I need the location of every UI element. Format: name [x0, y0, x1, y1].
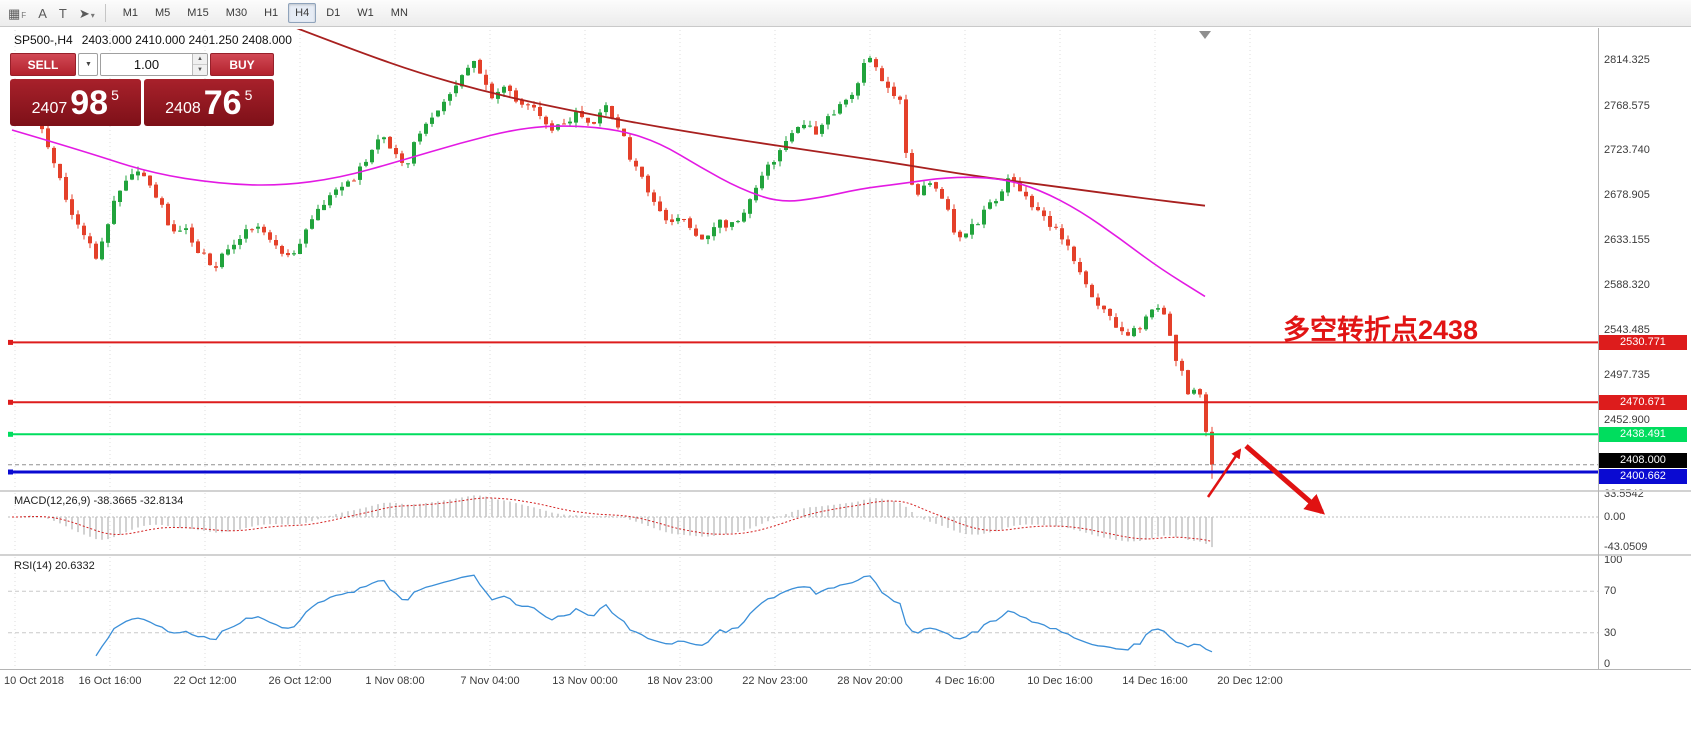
timeframe-button-d1[interactable]: D1 — [319, 3, 347, 23]
sell-price-display[interactable]: 2407 98 5 — [10, 79, 141, 126]
grid-f-icon[interactable]: ▦ F — [8, 5, 27, 21]
rsi-axis-label: 30 — [1604, 627, 1617, 639]
timeframe-button-w1[interactable]: W1 — [350, 3, 381, 23]
price-axis-label: 2543.485 — [1604, 324, 1650, 336]
chart-ohlc-header: SP500-,H4 2403.000 2410.000 2401.250 240… — [14, 33, 292, 47]
one-click-trading-widget: SELL ▼ ▲ ▼ BUY 2407 98 5 2408 76 5 — [10, 53, 274, 126]
date-label: 14 Dec 16:00 — [1122, 675, 1188, 687]
timeframe-button-m5[interactable]: M5 — [148, 3, 177, 23]
price-axis-label: 2633.155 — [1604, 234, 1650, 246]
date-label: 18 Nov 23:00 — [647, 675, 713, 687]
sell-button[interactable]: SELL — [10, 53, 76, 76]
price-axis-label: 2723.740 — [1604, 144, 1650, 156]
trade-controls-row: SELL ▼ ▲ ▼ BUY — [10, 53, 274, 76]
rsi-indicator-label: RSI(14) 20.6332 — [14, 560, 95, 572]
date-label: 7 Nov 04:00 — [460, 675, 520, 687]
price-axis-label: 2452.900 — [1604, 414, 1650, 426]
price-axis-label: 2678.905 — [1604, 189, 1650, 201]
price-axis-label: 2497.735 — [1604, 369, 1650, 381]
price-tag-2400.662: 2400.662 — [1599, 469, 1687, 484]
date-label: 20 Dec 12:00 — [1217, 675, 1283, 687]
timeframe-buttons: M1 M5 M15 M30 H1 H4 D1 W1 MN — [116, 3, 415, 23]
annotation-text: 多空转折点2438 — [1283, 315, 1479, 345]
timeframe-button-h4[interactable]: H4 — [288, 3, 317, 23]
rsi-axis-label: 0 — [1604, 658, 1611, 670]
date-label: 16 Oct 16:00 — [78, 675, 142, 687]
date-label: 10 Dec 16:00 — [1027, 675, 1093, 687]
macd-axis-label: 0.00 — [1604, 511, 1626, 523]
volume-input[interactable] — [101, 54, 192, 75]
volume-increase-button[interactable]: ▲ — [193, 54, 207, 65]
time-axis: 10 Oct 2018 16 Oct 16:00 22 Oct 12:00 26 Oc… — [0, 675, 1691, 691]
sell-price-main: 2407 — [31, 100, 68, 117]
timeframe-button-m30[interactable]: M30 — [219, 3, 254, 23]
rsi-axis-label: 100 — [1604, 554, 1623, 566]
price-tag-2408.000: 2408.000 — [1599, 453, 1687, 468]
toolbar: ▦ F A T ➤ ▾ M1 M5 M15 M30 H1 H4 D1 W1 MN — [0, 0, 1691, 27]
timeframe-button-mn[interactable]: MN — [384, 3, 415, 23]
ohlc-values: 2403.000 2410.000 2401.250 2408.000 — [81, 33, 292, 47]
date-label: 1 Nov 08:00 — [365, 675, 425, 687]
rsi-axis-label: 70 — [1604, 585, 1617, 597]
date-label: 22 Nov 23:00 — [742, 675, 808, 687]
panel-splitter[interactable] — [0, 490, 1691, 492]
toolbar-separator — [104, 4, 106, 22]
buy-price-big: 76 — [203, 83, 242, 122]
volume-decrease-button[interactable]: ▼ — [193, 65, 207, 75]
toolbar-icons: ▦ F A T ➤ ▾ — [0, 7, 95, 20]
date-label: 22 Oct 12:00 — [173, 675, 237, 687]
price-tag-2438.491: 2438.491 — [1599, 427, 1687, 442]
panel-splitter[interactable] — [0, 554, 1691, 556]
price-tag-2470.671: 2470.671 — [1599, 395, 1687, 410]
time-axis-border — [0, 669, 1691, 670]
text-label-icon[interactable]: T — [58, 5, 67, 21]
buy-price-display[interactable]: 2408 76 5 — [143, 79, 274, 126]
sell-price-sup: 5 — [111, 87, 119, 103]
symbol-period-label: SP500-,H4 — [14, 33, 73, 47]
cursor-arrow-icon[interactable]: ➤ ▾ — [78, 5, 95, 21]
buy-price-main: 2408 — [165, 100, 201, 117]
font-icon[interactable]: A — [38, 5, 47, 21]
sell-price-big: 98 — [70, 83, 109, 122]
timeframe-button-h1[interactable]: H1 — [257, 3, 285, 23]
buy-price-sup: 5 — [244, 87, 253, 103]
macd-indicator-label: MACD(12,26,9) -38.3665 -32.8134 — [14, 495, 184, 507]
macd-axis-label: -43.0509 — [1604, 541, 1648, 553]
price-tag-2530.771: 2530.771 — [1599, 335, 1687, 350]
date-label: 10 Oct 2018 — [4, 675, 64, 687]
price-axis-label: 2814.325 — [1604, 54, 1650, 66]
volume-field: ▲ ▼ — [100, 53, 208, 76]
date-label: 26 Oct 12:00 — [268, 675, 332, 687]
price-axis-label: 2768.575 — [1604, 100, 1650, 112]
volume-dropdown-button[interactable]: ▼ — [78, 53, 98, 76]
macd-panel — [0, 492, 1691, 554]
rsi-panel — [0, 556, 1691, 669]
price-axis-border — [1598, 28, 1599, 669]
quote-display-row: 2407 98 5 2408 76 5 — [10, 79, 274, 126]
date-label: 13 Nov 00:00 — [552, 675, 618, 687]
price-axis-label: 2588.320 — [1604, 279, 1650, 291]
volume-spinner: ▲ ▼ — [192, 54, 207, 75]
buy-button[interactable]: BUY — [210, 53, 274, 76]
date-label: 4 Dec 16:00 — [935, 675, 995, 687]
timeframe-button-m15[interactable]: M15 — [180, 3, 215, 23]
date-label: 28 Nov 20:00 — [837, 675, 903, 687]
timeframe-button-m1[interactable]: M1 — [116, 3, 145, 23]
